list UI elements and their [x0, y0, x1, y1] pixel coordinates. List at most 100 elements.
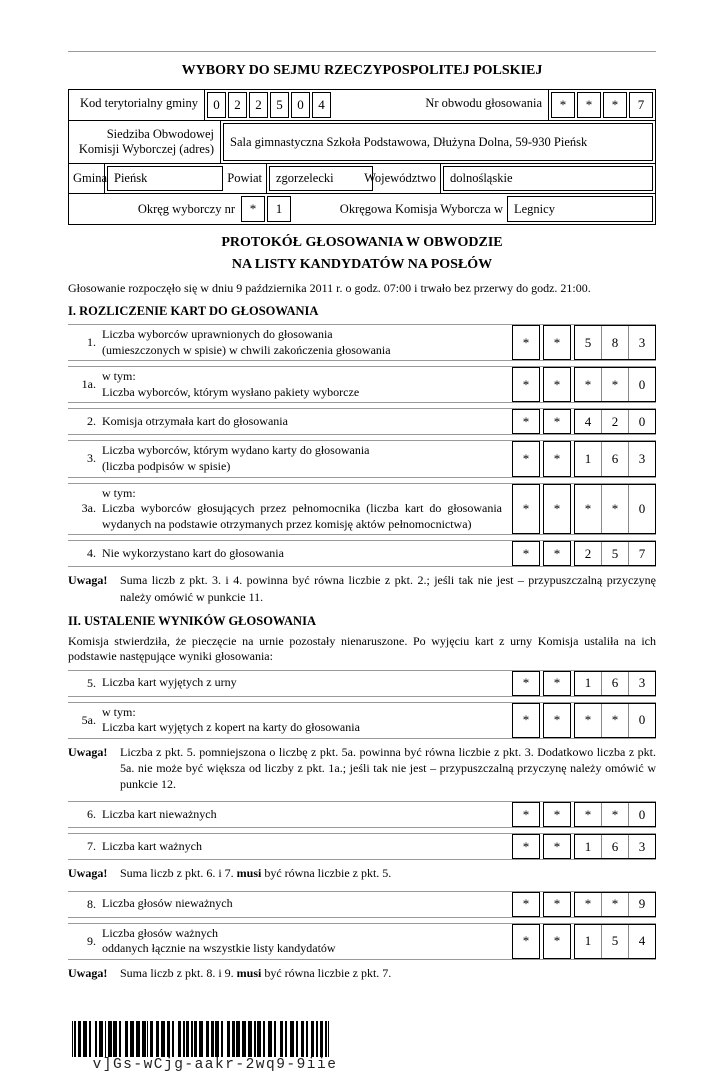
gmina-label: Gmina [69, 164, 107, 193]
header-row-address: Siedziba Obwodowej Komisji Wyborczej (ad… [69, 120, 655, 163]
digit-cell: * [601, 892, 628, 916]
digit-cell: 7 [628, 542, 655, 566]
header-table: Kod terytorialny gminy 0 2 2 5 0 4 Nr ob… [68, 89, 656, 225]
digit-cell: 2 [228, 92, 247, 118]
commission-address-label: Siedziba Obwodowej Komisji Wyborczej (ad… [69, 121, 221, 163]
digit-cell: * [543, 541, 571, 567]
digit-cell: 5 [601, 924, 628, 958]
digit-cell: * [601, 484, 628, 534]
digit-cell: * [601, 368, 628, 402]
barcode-bars [72, 1021, 358, 1058]
row-label: Liczba wyborców uprawnionych do głosowan… [102, 327, 391, 357]
constituency-number-cells: * 1 [239, 194, 293, 224]
table-row-7: 7. Liczba kart ważnych * * 1 6 3 [68, 833, 656, 861]
digit-cells: * * 2 5 7 [512, 541, 656, 567]
section1-heading: I. ROZLICZENIE KART DO GŁOSOWANIA [68, 304, 319, 318]
digit-cells: * * 4 2 0 [512, 409, 656, 435]
digit-cell: 2 [584, 545, 592, 561]
row-label: Liczba głosów nieważnych [102, 896, 233, 911]
digit-cell-group: 1 6 3 [574, 670, 656, 696]
note-label: Uwaga! [68, 573, 108, 588]
page-title: WYBORY DO SEJMU RZECZYPOSPOLITEJ POLSKIE… [181, 63, 543, 78]
note-1: Uwaga! Suma liczb z pkt. 3. i 4. powinna… [68, 572, 656, 604]
digit-cell: * [512, 541, 540, 567]
digit-cell-group: * * 0 [574, 483, 656, 535]
digit-cell: 3 [628, 671, 655, 695]
digit-cell: * [551, 92, 575, 118]
section2-intro: Komisja stwierdziła, że pieczęcie na urn… [68, 633, 656, 663]
digit-cell: * [512, 702, 540, 738]
district-commission-label: Okręgowa Komisja Wyborcza w [339, 201, 503, 216]
digit-cell: * [584, 712, 592, 728]
digit-cell-group: * * 0 [574, 802, 656, 828]
digit-cell: * [543, 409, 571, 435]
digit-cells: * * * * 0 [512, 802, 656, 828]
row-number: 3. [87, 451, 96, 466]
digit-cell: 0 [628, 803, 655, 827]
top-rule [68, 51, 656, 52]
digit-cell: * [543, 367, 571, 403]
row-number: 5a. [81, 712, 96, 727]
row-label: Liczba kart ważnych [102, 839, 202, 854]
digit-cell: * [584, 500, 592, 516]
digit-cell: 3 [628, 835, 655, 859]
digit-cell: 5 [601, 542, 628, 566]
digit-cell: * [601, 803, 628, 827]
powiat-value: zgorzelecki [269, 166, 373, 191]
wojewodztwo-label: Województwo [364, 164, 441, 193]
digit-cells: * * 1 5 4 [512, 923, 656, 959]
row-number: 5. [87, 675, 96, 690]
powiat-label: Powiat [225, 164, 267, 193]
digit-cell-group: 1 5 4 [574, 923, 656, 959]
digit-cell: 4 [628, 924, 655, 958]
table-row-9: 9. Liczba głosów ważnych oddanych łączni… [68, 922, 656, 960]
digit-cell: * [543, 483, 571, 535]
digit-cell: * [241, 196, 265, 222]
digit-cell: 2 [601, 410, 628, 434]
digit-cell: 6 [601, 671, 628, 695]
digit-cell-group: 2 5 7 [574, 541, 656, 567]
digit-cell: 0 [628, 410, 655, 434]
district-commission-value: Legnicy [507, 196, 653, 222]
digit-cell: 9 [628, 892, 655, 916]
digit-cell: 2 [249, 92, 268, 118]
note-4: Uwaga! Suma liczb z pkt. 8. i 9. musi by… [68, 965, 656, 981]
digit-cell: 5 [584, 334, 592, 350]
digit-cell: 6 [601, 442, 628, 476]
digit-cell-group: 4 2 0 [574, 409, 656, 435]
digit-cell: * [512, 441, 540, 477]
header-row-constituency: Okręg wyborczy nr * 1 Okręgowa Komisja W… [69, 193, 655, 224]
digit-cells: * * * * 9 [512, 891, 656, 917]
digit-cell: * [601, 703, 628, 737]
digit-cell: 0 [207, 92, 226, 118]
digit-cell: 4 [584, 413, 592, 429]
barcode-text: v]Gs-wCjg-aakr-2wq9-9iie [92, 1057, 338, 1074]
digit-cell: * [543, 834, 571, 860]
section2-heading: II. USTALENIE WYNIKÓW GŁOSOWANIA [68, 613, 316, 628]
table-row-1: 1. Liczba wyborców uprawnionych do głoso… [68, 324, 656, 362]
digit-cell: 0 [628, 368, 655, 402]
digit-cell: 7 [629, 92, 653, 118]
territory-code-label: Kod terytorialny gminy [69, 90, 205, 120]
digit-cell: * [512, 923, 540, 959]
note-label: Uwaga! [68, 965, 108, 980]
digit-cell: * [603, 92, 627, 118]
table-row-8: 8. Liczba głosów nieważnych * * * * 9 [68, 890, 656, 918]
digit-cells: * * * * 0 [512, 702, 656, 738]
digit-cell: * [512, 834, 540, 860]
digit-cell: * [543, 923, 571, 959]
note-2: Uwaga! Liczba z pkt. 5. pomniejszona o l… [68, 744, 656, 793]
note-3: Uwaga! Suma liczb z pkt. 6. i 7. musi by… [68, 865, 656, 881]
digit-cell: 8 [601, 326, 628, 360]
row-label: Liczba kart nieważnych [102, 807, 217, 822]
row-label: w tym: Liczba kart wyjętych z kopert na … [102, 704, 360, 735]
digit-cell: 1 [584, 838, 592, 854]
note-text: Suma liczb z pkt. 6. i 7. musi być równa… [120, 866, 392, 881]
digit-cell: 6 [601, 835, 628, 859]
protocol-title-line2: NA LISTY KANDYDATÓW NA POSŁÓW [231, 257, 493, 272]
header-row-territory: Kod terytorialny gminy 0 2 2 5 0 4 Nr ob… [69, 90, 655, 120]
row-number: 7. [87, 839, 96, 854]
row-label: w tym: Liczba wyborców głosujących przez… [102, 485, 502, 531]
digit-cell-group: 1 6 3 [574, 441, 656, 477]
row-number: 1a. [81, 377, 96, 392]
